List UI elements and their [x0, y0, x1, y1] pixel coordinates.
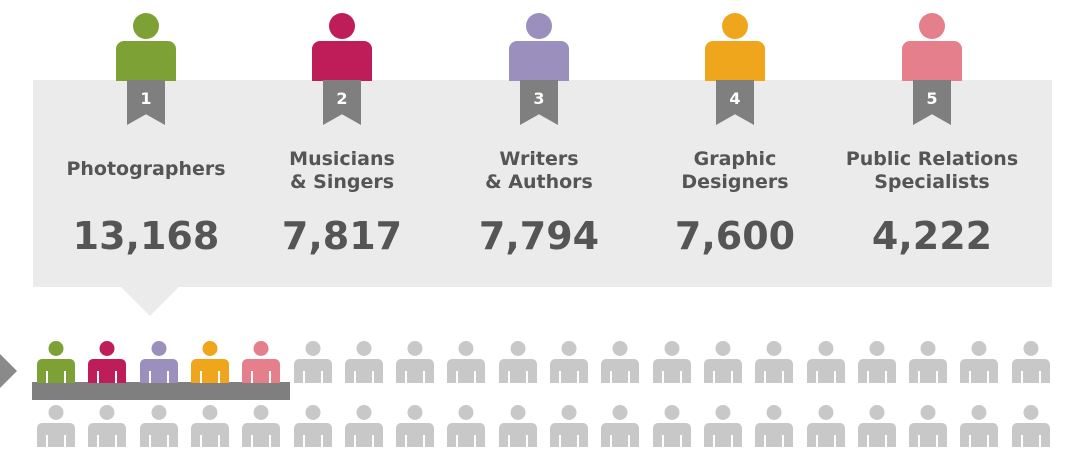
rank-number: 4	[729, 89, 741, 108]
person-icon	[393, 405, 437, 447]
person-head-icon	[329, 13, 355, 39]
occupation-column: 5 Public Relations Specialists 4,222	[842, 0, 1022, 290]
person-body-icon	[116, 41, 176, 81]
person-icon	[804, 405, 848, 447]
occupation-count: 7,817	[281, 214, 403, 258]
occupation-label-line2: & Authors	[485, 171, 593, 193]
person-icon	[239, 405, 283, 447]
occupation-count: 4,222	[871, 214, 993, 258]
occupation-label-line2: Specialists	[874, 171, 990, 193]
person-body-icon	[312, 41, 372, 81]
person-icon	[342, 341, 386, 383]
person-icon	[34, 341, 78, 383]
panel-pointer	[121, 287, 179, 316]
arrow-right-icon	[0, 354, 17, 388]
occupation-count: 7,794	[478, 214, 600, 258]
person-icon	[496, 341, 540, 383]
person-icon	[701, 341, 745, 383]
person-icon	[752, 405, 796, 447]
person-icon	[342, 405, 386, 447]
occupation-label-line1: Photographers	[66, 158, 226, 180]
person-icon	[855, 405, 899, 447]
occupation-label-line1: Writers	[499, 148, 579, 170]
person-icon	[752, 341, 796, 383]
rank-number: 2	[336, 89, 348, 108]
person-icon	[1009, 341, 1053, 383]
rank-number: 1	[140, 89, 152, 108]
person-icon	[855, 341, 899, 383]
occupation-label-line1: Graphic	[693, 148, 777, 170]
person-head-icon	[133, 13, 159, 39]
person-icon	[957, 405, 1001, 447]
person-head-icon	[722, 13, 748, 39]
person-icon	[906, 341, 950, 383]
person-icon	[85, 405, 129, 447]
person-icon	[650, 341, 694, 383]
person-icon	[547, 341, 591, 383]
person-icon	[444, 341, 488, 383]
person-icon	[598, 405, 642, 447]
occupation-label-line2: & Singers	[289, 171, 395, 193]
person-body-icon	[902, 41, 962, 81]
occupation-column: 1 Photographers 13,168	[56, 0, 236, 290]
person-icon	[188, 405, 232, 447]
person-head-icon	[526, 13, 552, 39]
occupation-column: 3 Writers & Authors 7,794	[449, 0, 629, 290]
person-icon	[291, 341, 335, 383]
person-icon	[701, 405, 745, 447]
person-icon	[1009, 405, 1053, 447]
rank-number: 3	[533, 89, 545, 108]
person-icon	[85, 341, 129, 383]
person-body-icon	[705, 41, 765, 81]
person-icon	[804, 341, 848, 383]
occupation-count: 13,168	[72, 214, 220, 258]
person-icon	[291, 405, 335, 447]
person-icon	[393, 341, 437, 383]
occupation-label: Musicians & Singers	[252, 148, 432, 194]
person-icon	[957, 341, 1001, 383]
occupation-label: Writers & Authors	[449, 148, 629, 194]
highlight-bar	[32, 382, 290, 400]
person-head-icon	[919, 13, 945, 39]
person-icon	[444, 405, 488, 447]
person-icon	[650, 405, 694, 447]
person-icon	[239, 341, 283, 383]
person-icon	[598, 341, 642, 383]
person-icon-grid	[34, 339, 1064, 449]
occupation-label-line1: Musicians	[289, 148, 395, 170]
person-icon	[496, 405, 540, 447]
person-icon	[547, 405, 591, 447]
person-icon	[137, 405, 181, 447]
occupation-label: Photographers	[56, 158, 236, 181]
person-body-icon	[509, 41, 569, 81]
occupation-column: 4 Graphic Designers 7,600	[645, 0, 825, 290]
occupation-count: 7,600	[674, 214, 796, 258]
occupation-label-line1: Public Relations	[845, 148, 1019, 170]
person-icon	[906, 405, 950, 447]
person-icon	[137, 341, 181, 383]
occupation-label-line2: Designers	[681, 171, 789, 193]
rank-number: 5	[926, 89, 938, 108]
occupation-label: Graphic Designers	[645, 148, 825, 194]
person-icon	[188, 341, 232, 383]
occupation-label: Public Relations Specialists	[842, 148, 1022, 194]
occupation-column: 2 Musicians & Singers 7,817	[252, 0, 432, 290]
person-icon	[34, 405, 78, 447]
